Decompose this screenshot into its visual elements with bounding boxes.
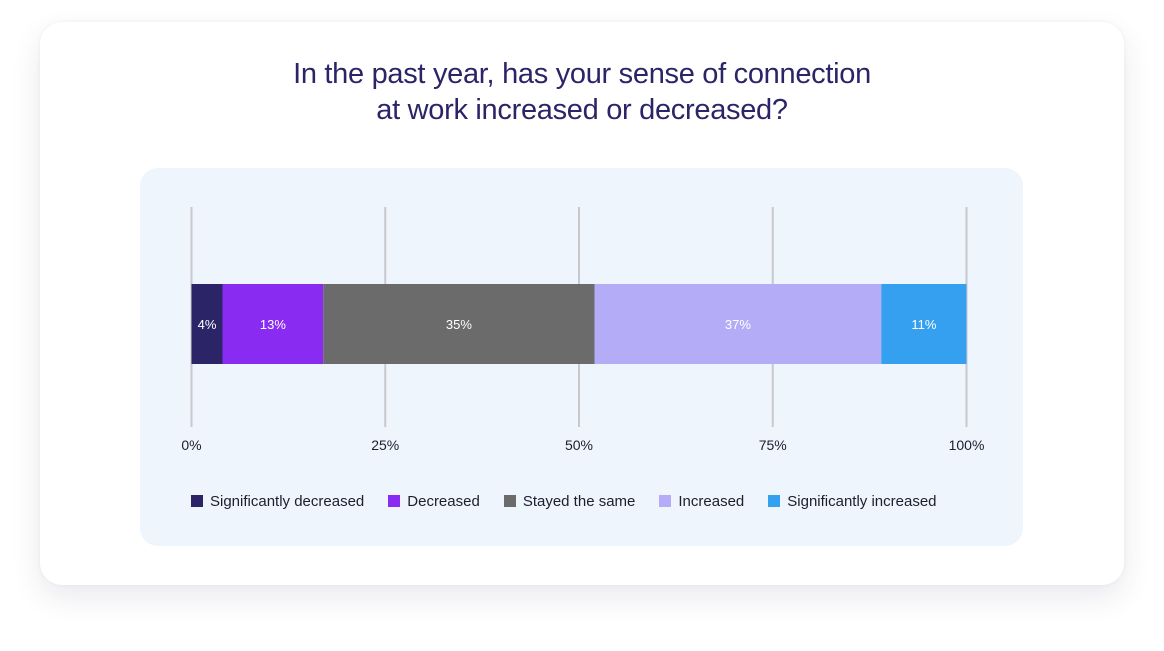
x-tick-label-100: 100% bbox=[949, 437, 985, 453]
legend-item-decreased: Decreased bbox=[388, 493, 480, 510]
legend-item-significantly-increased: Significantly increased bbox=[768, 492, 937, 510]
legend-label-increased: Increased bbox=[678, 492, 745, 510]
legend-label-significantly-decreased: Significantly decreased bbox=[210, 492, 365, 510]
bar-segment-increased bbox=[594, 284, 882, 364]
data-label-increased: 37% bbox=[725, 317, 751, 332]
legend-label-stayed-the-same: Stayed the same bbox=[522, 492, 636, 510]
data-label-decreased: 13% bbox=[260, 317, 286, 332]
chart-title: In the past year, has your sense of conn… bbox=[0, 56, 1164, 128]
legend-label-significantly-increased: Significantly increased bbox=[787, 492, 937, 510]
bar-segment-significantly-increased bbox=[881, 284, 967, 364]
x-tick-label-50: 50% bbox=[565, 437, 593, 453]
x-tick-label-25: 25% bbox=[371, 437, 399, 453]
bar-segment-significantly-decreased bbox=[191, 284, 223, 364]
chart-legend: Significantly decreased Decreased Stayed t… bbox=[191, 491, 937, 511]
data-label-significantly-increased: 11% bbox=[911, 317, 936, 332]
legend-item-increased: Increased bbox=[659, 493, 744, 510]
legend-swatch-significantly-decreased bbox=[191, 495, 203, 507]
bar-segment-decreased bbox=[222, 284, 324, 364]
x-tick-label-75: 75% bbox=[759, 437, 787, 453]
legend-swatch-stayed-the-same bbox=[503, 495, 516, 507]
legend-item-significantly-decreased: Significantly decreased bbox=[191, 493, 364, 510]
legend-swatch-increased bbox=[659, 495, 672, 507]
legend-label-decreased: Decreased bbox=[407, 492, 480, 510]
legend-swatch-significantly-increased bbox=[768, 495, 781, 507]
chart-title-line-1: In the past year, has your sense of conn… bbox=[293, 58, 871, 90]
legend-swatch-decreased bbox=[388, 495, 401, 507]
chart-title-line-2: at work increased or decreased? bbox=[376, 94, 788, 126]
bar-segment-stayed-the-same bbox=[323, 284, 595, 364]
data-label-significantly-decreased: 4% bbox=[198, 317, 217, 332]
x-tick-label-0: 0% bbox=[181, 437, 201, 453]
data-label-stayed-the-same: 35% bbox=[446, 317, 472, 332]
legend-item-stayed-the-same: Stayed the same bbox=[503, 492, 636, 510]
